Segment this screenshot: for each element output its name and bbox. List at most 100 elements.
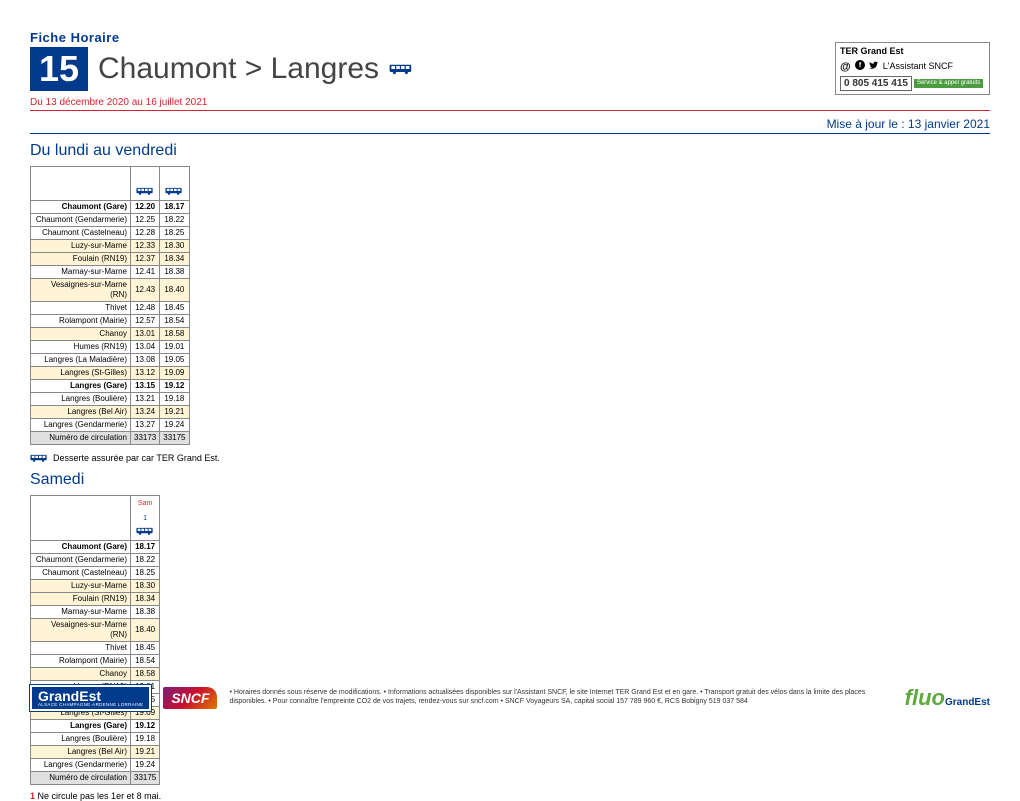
table-row: Chaumont (Castelneau)12.2818.25 (31, 226, 190, 239)
stop-name: Vesaignes-sur-Marne (RN) (31, 278, 131, 301)
at-icon: @ (840, 60, 851, 74)
stop-name: Langres (St-Gilles) (31, 366, 131, 379)
time-cell: 19.09 (160, 366, 189, 379)
bus-icon (30, 453, 48, 463)
weekday-title: Du lundi au vendredi (30, 142, 990, 160)
update-date: Mise à jour le : 13 janvier 2021 (30, 117, 990, 134)
time-cell: 18.30 (131, 580, 160, 593)
stop-name: Langres (La Maladière) (31, 353, 131, 366)
sncf-logo: SNCF (163, 687, 217, 709)
time-cell: 12.41 (131, 265, 160, 278)
time-cell: 12.48 (131, 301, 160, 314)
table-row: Foulain (RN19)18.34 (31, 593, 160, 606)
stop-name: Chaumont (Gare) (31, 200, 131, 213)
circulation-num: 33175 (160, 431, 189, 444)
stop-name: Rolampont (Mairie) (31, 655, 131, 668)
stop-name: Langres (Gare) (31, 379, 131, 392)
time-cell: 18.58 (160, 327, 189, 340)
time-cell: 19.21 (131, 746, 160, 759)
time-cell: 18.30 (160, 239, 189, 252)
table-row: Langres (Boulière)19.18 (31, 733, 160, 746)
table-row: Chaumont (Gendarmerie)18.22 (31, 554, 160, 567)
time-cell: 12.43 (131, 278, 160, 301)
stop-name: Chanoy (31, 668, 131, 681)
legend-text: Desserte assurée par car TER Grand Est. (53, 453, 220, 463)
route-title: Chaumont > Langres (98, 52, 413, 86)
stop-name: Marnay-sur-Marne (31, 265, 131, 278)
table-row: Luzy-sur-Marne12.3318.30 (31, 239, 190, 252)
stop-name: Chaumont (Gendarmerie) (31, 213, 131, 226)
time-cell: 18.40 (160, 278, 189, 301)
time-cell: 18.34 (131, 593, 160, 606)
time-cell: 18.54 (160, 314, 189, 327)
grandest-logo: GrandEst ALSACE CHAMPAGNE-ARDENNE LORRAI… (30, 685, 151, 712)
legend: Desserte assurée par car TER Grand Est. (30, 453, 990, 463)
table-row: Chaumont (Gendarmerie)12.2518.22 (31, 213, 190, 226)
table-row: Langres (Gare)19.12 (31, 720, 160, 733)
time-cell: 18.38 (131, 606, 160, 619)
table-row: Marnay-sur-Marne18.38 (31, 606, 160, 619)
date-range: Du 13 décembre 2020 au 16 juillet 2021 (30, 97, 990, 111)
time-cell: 12.37 (131, 252, 160, 265)
stop-name: Langres (Boulière) (31, 733, 131, 746)
time-cell: 18.54 (131, 655, 160, 668)
stop-name: Foulain (RN19) (31, 252, 131, 265)
time-cell: 18.25 (131, 567, 160, 580)
stop-name: Thivet (31, 642, 131, 655)
table-row: Humes (RN19)13.0419.01 (31, 340, 190, 353)
time-cell: 19.05 (160, 353, 189, 366)
stop-name: Thivet (31, 301, 131, 314)
num-label: Numéro de circulation (31, 772, 131, 785)
time-cell: 19.24 (160, 418, 189, 431)
time-cell: 18.17 (131, 541, 160, 554)
time-cell: 13.04 (131, 340, 160, 353)
time-cell: 19.12 (131, 720, 160, 733)
time-cell: 13.08 (131, 353, 160, 366)
table-row: Thivet18.45 (31, 642, 160, 655)
stop-name: Langres (Boulière) (31, 392, 131, 405)
time-cell: 19.24 (131, 759, 160, 772)
grandest-sub: ALSACE CHAMPAGNE-ARDENNE LORRAINE (38, 703, 143, 708)
line-number-box: 15 (30, 47, 88, 91)
time-cell: 19.21 (160, 405, 189, 418)
time-cell: 18.17 (160, 200, 189, 213)
table-row: Chaumont (Gare)18.17 (31, 541, 160, 554)
time-cell: 12.20 (131, 200, 160, 213)
circulation-num: 33173 (131, 431, 160, 444)
time-cell: 18.22 (160, 213, 189, 226)
table-row: Chanoy13.0118.58 (31, 327, 190, 340)
stop-name: Vesaignes-sur-Marne (RN) (31, 619, 131, 642)
table-row: Thivet12.4818.45 (31, 301, 190, 314)
time-cell: 18.25 (160, 226, 189, 239)
stop-name: Chaumont (Castelneau) (31, 226, 131, 239)
stop-name: Luzy-sur-Marne (31, 239, 131, 252)
saturday-timetable: Sam1Chaumont (Gare)18.17Chaumont (Gendar… (30, 495, 160, 786)
weekday-timetable: Chaumont (Gare)12.2018.17Chaumont (Genda… (30, 166, 190, 445)
time-cell: 13.01 (131, 327, 160, 340)
table-row: Marnay-sur-Marne12.4118.38 (31, 265, 190, 278)
stop-name: Langres (Bel Air) (31, 746, 131, 759)
time-cell: 13.21 (131, 392, 160, 405)
assistant-box: TER Grand Est @ f L'Assistant SNCF 0 805… (835, 42, 990, 95)
table-row: Rolampont (Mairie)18.54 (31, 655, 160, 668)
stop-name: Rolampont (Mairie) (31, 314, 131, 327)
stop-name: Langres (Gendarmerie) (31, 418, 131, 431)
num-label: Numéro de circulation (31, 431, 131, 444)
facebook-icon: f (855, 60, 865, 74)
table-row: Chanoy18.58 (31, 668, 160, 681)
ter-label: TER Grand Est (840, 46, 985, 58)
time-cell: 19.01 (160, 340, 189, 353)
fluo-ge: GrandEst (945, 697, 990, 708)
fluo-text: fluo (905, 685, 945, 710)
time-cell: 19.18 (131, 733, 160, 746)
stop-name: Luzy-sur-Marne (31, 580, 131, 593)
footnote-num: 1 (30, 791, 35, 801)
stop-name: Marnay-sur-Marne (31, 606, 131, 619)
stop-name: Langres (Gare) (31, 720, 131, 733)
table-row: Chaumont (Gare)12.2018.17 (31, 200, 190, 213)
time-cell: 12.25 (131, 213, 160, 226)
time-cell: 18.45 (131, 642, 160, 655)
phone-number: 0 805 415 415 (840, 76, 912, 91)
time-cell: 18.22 (131, 554, 160, 567)
footer-text: • Horaires donnés sous réserve de modifi… (229, 689, 892, 706)
